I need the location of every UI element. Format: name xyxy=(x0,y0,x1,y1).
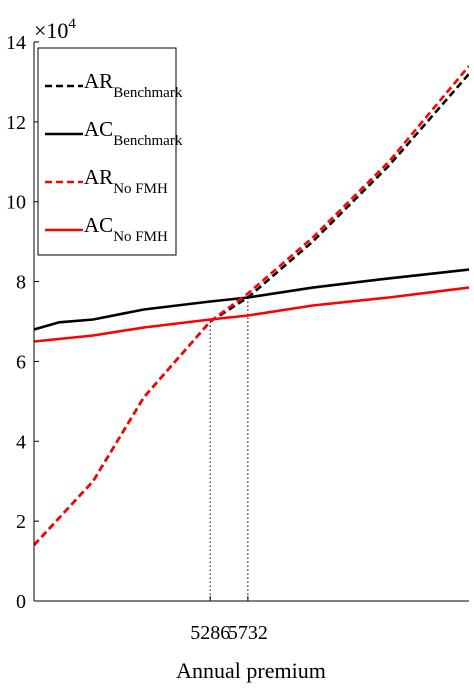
legend-name: AR xyxy=(84,165,113,189)
y-tick-label: 0 xyxy=(16,591,26,613)
legend-subscript: Benchmark xyxy=(113,85,183,101)
y-multiplier-label: ×104 xyxy=(34,16,76,43)
plot-area xyxy=(34,65,469,601)
legend-subscript: Benchmark xyxy=(113,133,183,149)
x-tick-label: 5286 xyxy=(190,622,230,644)
legend-entry: ACBenchmark xyxy=(84,117,183,149)
legend-name: AC xyxy=(84,213,113,237)
y-multiplier-base: ×10 xyxy=(34,18,68,43)
y-multiplier-exponent: 4 xyxy=(68,16,76,32)
legend-entry: ACNo FMH xyxy=(84,213,168,245)
x-axis-title: Annual premium xyxy=(176,658,326,683)
series-line-ac-no-fmh xyxy=(34,286,469,343)
legend-box xyxy=(37,47,177,256)
legend-name: AR xyxy=(84,69,113,93)
legend-name: AC xyxy=(84,117,113,141)
y-tick-label: 10 xyxy=(6,192,26,214)
x-tick-label: 5732 xyxy=(228,622,268,644)
series-line-ar-no-fmh xyxy=(34,65,469,546)
y-tick-label: 12 xyxy=(6,112,26,134)
legend-subscript: No FMH xyxy=(113,229,168,245)
y-tick-label: 14 xyxy=(6,32,26,54)
legend-entry: ARNo FMH xyxy=(84,165,168,197)
y-tick-label: 4 xyxy=(16,431,26,453)
legend-subscript: No FMH xyxy=(113,181,168,197)
y-tick-label: 2 xyxy=(16,511,26,533)
legend-entry: ARBenchmark xyxy=(84,69,183,101)
y-tick-label: 8 xyxy=(16,272,26,294)
y-tick-label: 6 xyxy=(16,351,26,373)
series-line-ac-benchmark xyxy=(34,268,469,331)
